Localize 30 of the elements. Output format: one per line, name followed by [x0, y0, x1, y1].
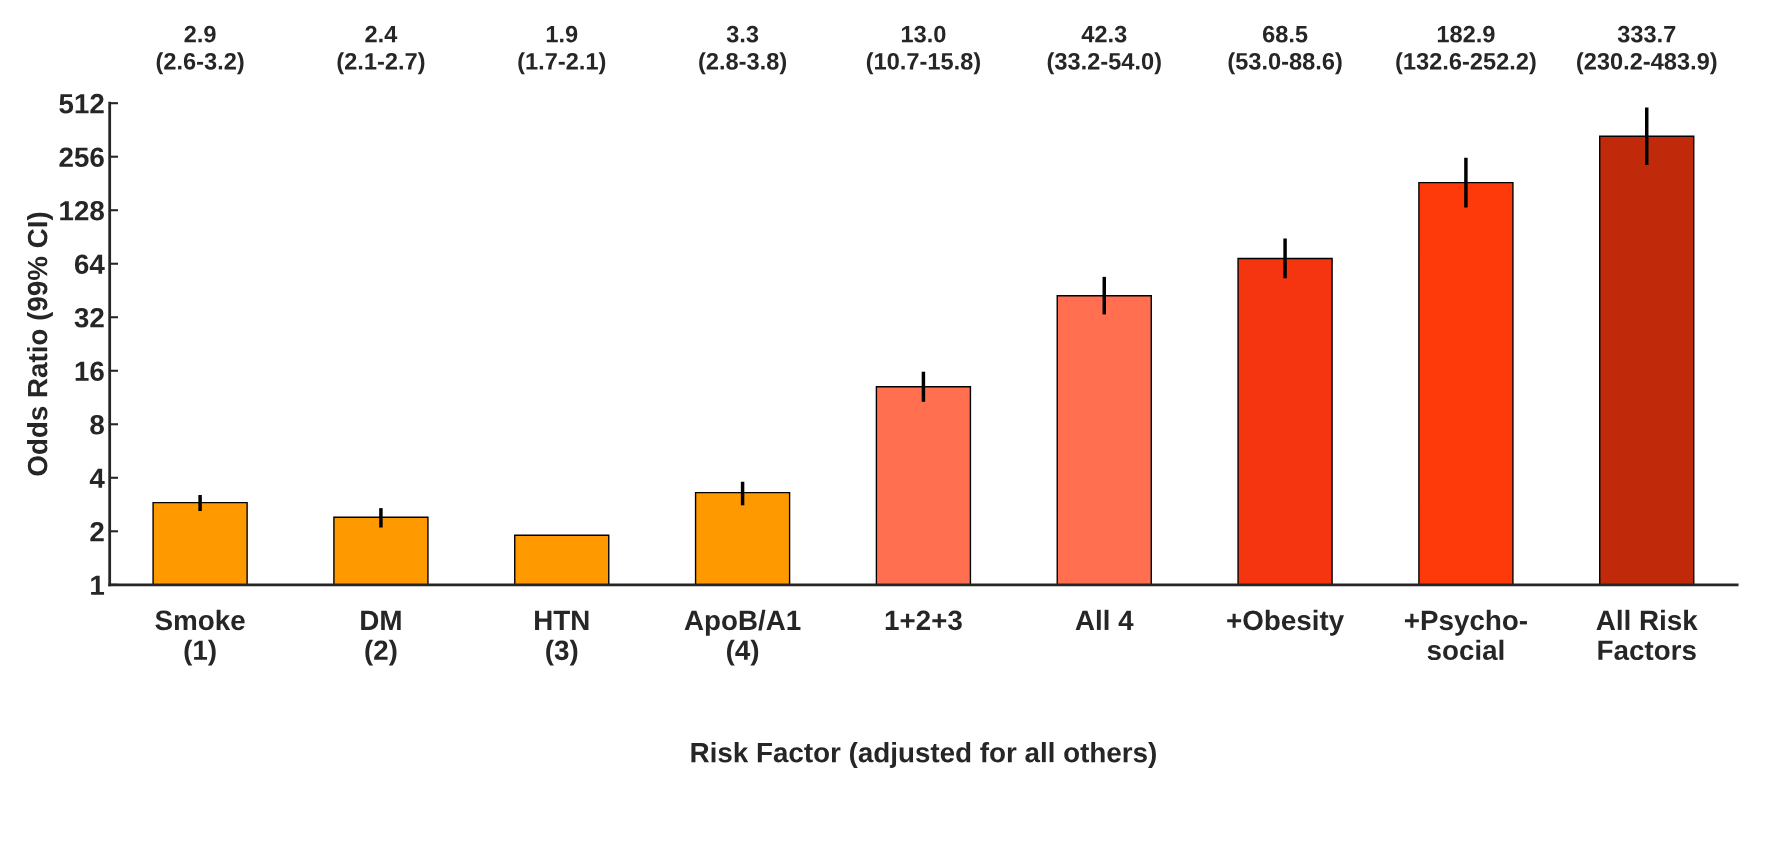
x-axis-title: Risk Factor (adjusted for all others): [691, 742, 1156, 768]
y-tick-label: 8: [90, 414, 104, 435]
data-label: 1.9 (1.7-2.1): [518, 25, 606, 75]
y-tick-label: 4: [89, 468, 105, 488]
data-label: 68.5 (53.0-88.6): [1228, 25, 1342, 75]
data-label: 2.9 (2.6-3.2): [156, 25, 244, 75]
y-axis-title: Odds Ratio (99% CI): [27, 212, 53, 476]
y-tick-label: 256: [59, 147, 104, 168]
x-tick-label: HTN (3): [535, 610, 589, 666]
y-tick-label: 16: [75, 361, 104, 382]
data-label: 3.3 (2.8-3.8): [699, 25, 787, 75]
x-tick-label: Smoke (1): [155, 609, 245, 666]
y-tick-label: 2: [90, 521, 104, 542]
y-tick-label: 1: [91, 575, 105, 595]
x-tick-label: 1+2+3: [885, 610, 962, 631]
y-tick-label: 64: [74, 254, 105, 275]
x-tick-label: +Psycho- social: [1404, 609, 1527, 661]
x-tick-label: All 4: [1075, 609, 1134, 630]
data-label: 13.0 (10.7-15.8): [866, 25, 980, 75]
y-tick-label: 512: [59, 93, 104, 114]
data-label: 42.3 (33.2-54.0): [1047, 25, 1161, 75]
data-label: 182.9 (132.6-252.2): [1396, 25, 1536, 75]
data-label: 333.7 (230.2-483.9): [1577, 25, 1717, 75]
x-tick-label: DM (2): [361, 610, 401, 666]
x-tick-label: All Risk Factors: [1596, 609, 1698, 661]
y-tick-label: 32: [74, 307, 104, 328]
data-label: 2.4 (2.1-2.7): [337, 25, 425, 75]
y-tick-label: 128: [60, 200, 104, 221]
x-tick-label: ApoB/A1 (4): [684, 609, 801, 666]
x-tick-label: +Obesity: [1227, 609, 1344, 636]
